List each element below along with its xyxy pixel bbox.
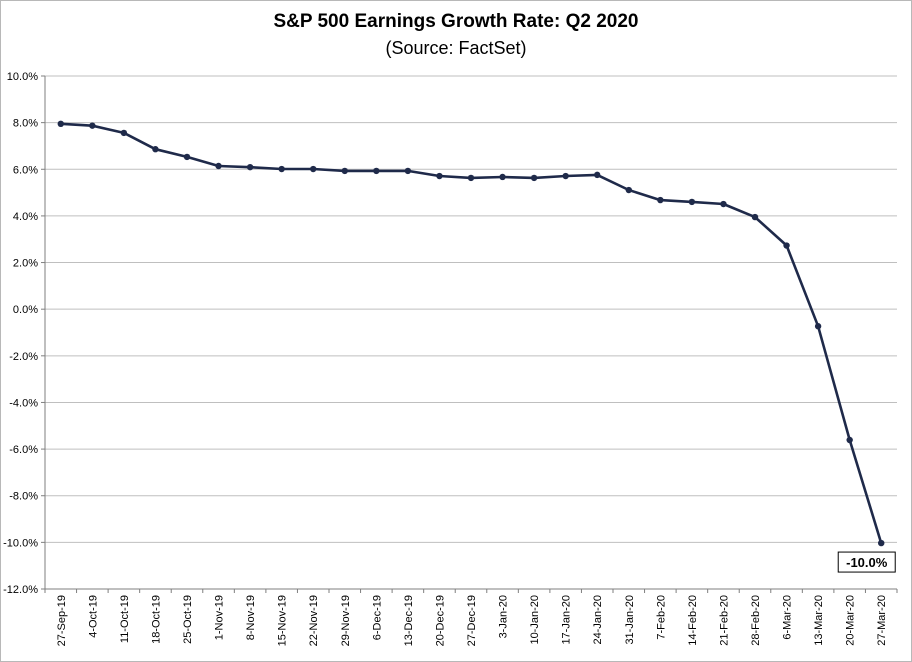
y-tick-label: -8.0% [9, 491, 38, 503]
data-point [341, 167, 348, 175]
chart-subtitle: (Source: FactSet) [385, 38, 527, 58]
x-tick-label: 18-Oct-19 [150, 595, 162, 644]
x-tick-label: 6-Dec-19 [371, 595, 383, 640]
y-tick-label: -2.0% [9, 351, 38, 363]
data-point [120, 129, 128, 137]
data-point [467, 174, 475, 182]
data-point [530, 174, 538, 182]
data-point [594, 171, 601, 179]
data-point [152, 146, 159, 153]
x-tick-label: 1-Nov-19 [214, 595, 226, 640]
data-point [688, 198, 696, 206]
y-tick-label: 2.0% [13, 258, 38, 270]
data-point [404, 167, 412, 175]
callout-box [837, 551, 896, 573]
x-tick-label: 20-Dec-19 [434, 595, 446, 646]
x-axis: 27-Sep-19 4-Oct-19 11-Oct-19 18-Oct-19 25-Oc… [44, 589, 898, 646]
y-tick-label: 0.0% [13, 304, 38, 316]
x-tick-label: 8-Nov-19 [245, 595, 257, 640]
chart-title: S&P 500 Earnings Growth Rate: Q2 2020 [273, 11, 639, 32]
last-value-callout: -10.0% [837, 551, 896, 573]
data-point [183, 153, 191, 161]
x-tick-label: 22-Nov-19 [308, 595, 320, 646]
x-tick-label: 4-Oct-19 [87, 595, 99, 638]
gridlines [45, 75, 897, 590]
data-point [373, 167, 380, 175]
x-tick-label: 31-Jan-20 [624, 595, 636, 645]
data-point [657, 196, 664, 204]
y-tick-label: -12.0% [3, 584, 38, 596]
data-point [215, 162, 222, 170]
data-point [562, 172, 569, 180]
y-tick-label: 10.0% [7, 71, 38, 83]
x-tick-label: 25-Oct-19 [182, 595, 194, 644]
data-point [878, 539, 885, 547]
y-tick-label: 4.0% [13, 211, 38, 223]
data-point [436, 172, 443, 180]
x-tick-label: 20-Mar-20 [845, 595, 857, 646]
data-point [89, 122, 96, 129]
y-tick-label: 6.0% [13, 164, 38, 176]
x-tick-label: 27-Mar-20 [876, 595, 888, 646]
x-tick-label: 3-Jan-20 [498, 595, 510, 638]
data-point [246, 163, 254, 171]
x-tick-label: 13-Mar-20 [813, 595, 825, 646]
y-axis: 10.0% 8.0% 6.0% 4.0% 2.0% 0.0% -2.0% -4.0% -6.0%… [3, 71, 897, 596]
y-tick-label: 8.0% [13, 118, 38, 130]
x-tick-label: 13-Dec-19 [403, 595, 415, 646]
x-tick-label: 7-Feb-20 [655, 595, 667, 640]
x-tick-label: 29-Nov-19 [340, 595, 352, 646]
callout-label: -10.0% [846, 555, 888, 570]
y-tick-label: -6.0% [9, 444, 38, 456]
series-earnings-growth [57, 120, 885, 547]
y-tick-label: -10.0% [3, 537, 38, 549]
data-point [57, 120, 64, 128]
x-tick-label: 15-Nov-19 [277, 595, 289, 646]
data-point [846, 436, 853, 444]
data-point [783, 242, 790, 249]
data-point [625, 186, 632, 194]
x-tick-label: 27-Sep-19 [56, 595, 68, 646]
x-tick-label: 24-Jan-20 [592, 595, 604, 645]
data-point [278, 165, 285, 173]
x-tick-label: 28-Feb-20 [750, 595, 762, 646]
x-tick-label: 14-Feb-20 [687, 595, 699, 646]
data-point [310, 165, 317, 173]
x-tick-label: 21-Feb-20 [718, 595, 730, 646]
data-point [814, 323, 822, 330]
data-point [720, 200, 727, 208]
x-tick-label: 6-Mar-20 [782, 595, 794, 640]
x-tick-label: 10-Jan-20 [529, 595, 541, 645]
x-tick-label: 11-Oct-19 [119, 595, 131, 643]
x-tick-label: 27-Dec-19 [466, 595, 478, 646]
series-line [60, 122, 883, 544]
y-tick-label: -4.0% [9, 397, 38, 409]
data-point [751, 213, 759, 221]
x-tick-label: 17-Jan-20 [561, 595, 573, 645]
data-point [499, 173, 506, 181]
